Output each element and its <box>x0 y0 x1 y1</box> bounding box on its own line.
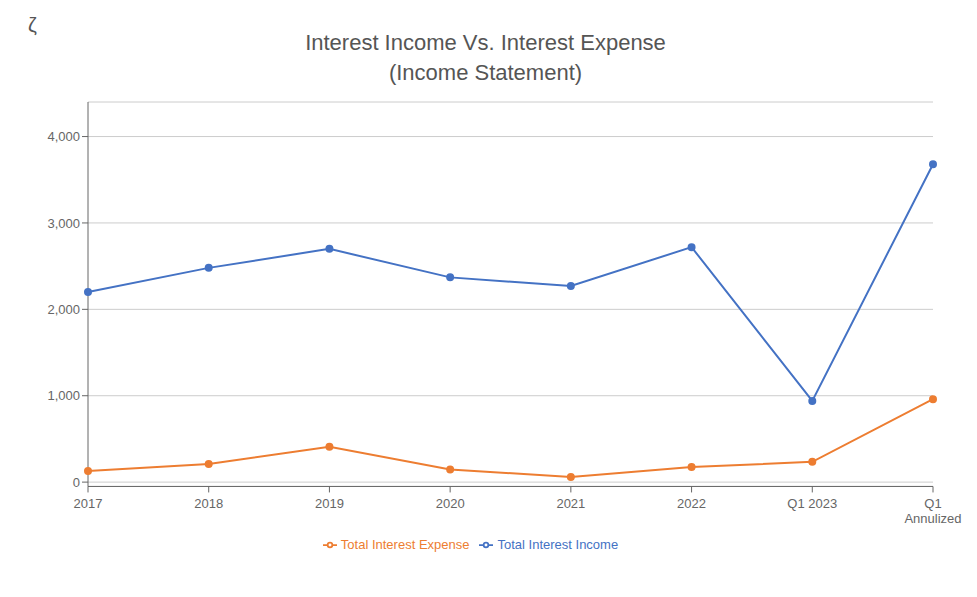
svg-text:2022: 2022 <box>677 497 706 512</box>
svg-text:2017: 2017 <box>74 497 103 512</box>
svg-text:Q1Annulized: Q1Annulized <box>904 497 961 527</box>
html-text:Total Interest Income: Total Interest Income <box>497 536 619 552</box>
svg-text:3,000: 3,000 <box>47 216 80 231</box>
svg-text:2,000: 2,000 <box>47 302 80 317</box>
svg-text:2019: 2019 <box>315 497 344 512</box>
svg-text:4,000: 4,000 <box>47 130 80 145</box>
svg-text:1,000: 1,000 <box>47 389 80 404</box>
svg-text:2020: 2020 <box>436 497 465 512</box>
svg-text:Q1 2023: Q1 2023 <box>787 497 837 512</box>
html-text:(Income Statement): (Income Statement) <box>388 59 583 85</box>
svg-text:0: 0 <box>73 475 80 490</box>
svg-text:2021: 2021 <box>556 497 585 512</box>
html-text:ζ: ζ <box>28 14 37 36</box>
html-text:Total Interest Expense: Total Interest Expense <box>340 536 470 552</box>
svg-text:2018: 2018 <box>194 497 223 512</box>
html-text:Interest Income Vs. Interest E: Interest Income Vs. Interest Expense <box>305 30 666 55</box>
